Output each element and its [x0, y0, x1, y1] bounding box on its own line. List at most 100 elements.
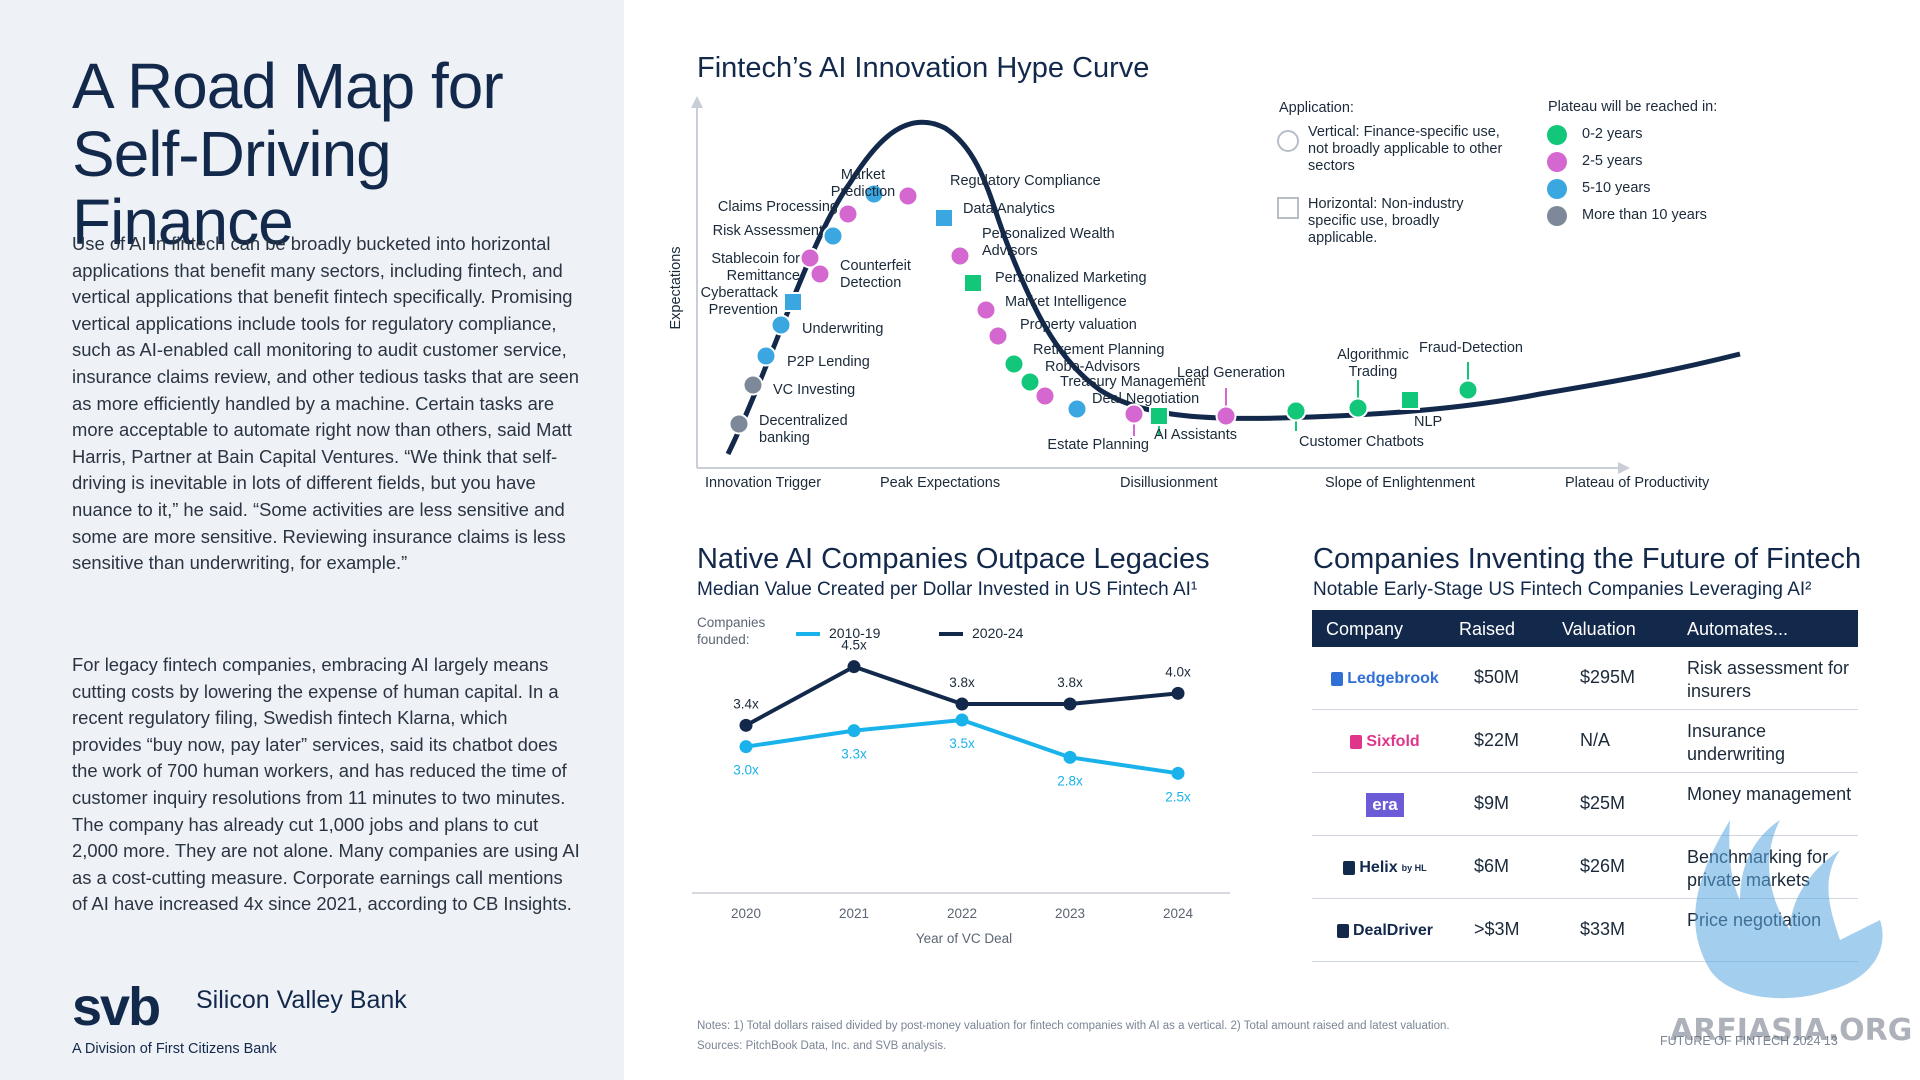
native-ai-line-chart: 2020 2021 2022 2023 2024 Year of VC Deal 3.0x 3… [692, 638, 1230, 946]
plateau-legend-label: 5-10 years [1582, 180, 1651, 196]
phase-label: Slope of Enlightenment [1325, 475, 1475, 491]
svb-tagline: A Division of First Citizens Bank [72, 1041, 277, 1057]
header-company: Company [1326, 619, 1404, 639]
native-data-label: 3.4x [733, 696, 759, 711]
valuation-cell: N/A [1580, 730, 1611, 750]
hype-point-vertical [1066, 398, 1088, 420]
svb-wordmark: svb [72, 977, 161, 1037]
hype-point-label: Counterfeit Detection [840, 258, 911, 291]
native-x-tick: 2022 [947, 906, 977, 921]
hype-point-vertical [1215, 405, 1237, 427]
hype-point-vertical [1019, 371, 1041, 393]
table-body: Ledgebrook $50M $295M Risk assessment for i… [1312, 647, 1858, 962]
company-logo-icon [1331, 672, 1344, 686]
company-logo-icon [1343, 861, 1356, 875]
hype-point-vertical [1347, 397, 1369, 419]
native-data-label: 2.5x [1165, 789, 1191, 804]
hype-point-label: Regulatory Compliance [950, 173, 1101, 189]
native-data-label: 3.5x [949, 736, 975, 751]
table-row: Sixfold $22M N/A Insurance underwriting [1312, 710, 1858, 773]
hype-point-label: Personalized Wealth Advisors [982, 226, 1115, 259]
hype-x-arrow [1618, 462, 1630, 474]
plateau-dot-icon [1547, 179, 1567, 199]
hype-point-label: Personalized Marketing [995, 270, 1147, 286]
company-brand: DealDriver [1326, 917, 1444, 945]
left-panel: A Road Map for Self-Driving Finance Use … [0, 0, 624, 1080]
phase-label: Peak Expectations [880, 475, 1000, 491]
hype-point-label: Estate Planning [1047, 437, 1149, 453]
phase-label: Plateau of Productivity [1565, 475, 1710, 491]
hype-point-label: Customer Chatbots [1299, 434, 1424, 450]
company-brand: Helix by HL [1326, 854, 1444, 882]
hype-point-vertical [1003, 353, 1025, 375]
hype-point-label: Deal Negotiation [1092, 391, 1199, 407]
hype-point-vertical [799, 247, 821, 269]
hype-point-label: AI Assistants [1154, 427, 1237, 443]
plateau-dot-icon [1547, 152, 1567, 172]
hype-point-vertical [987, 325, 1009, 347]
hype-point-label: VC Investing [773, 382, 855, 398]
sources-line: Sources: PitchBook Data, Inc. and SVB an… [697, 1040, 947, 1052]
hype-point-label: Market Intelligence [1005, 294, 1127, 310]
hype-y-arrow [691, 96, 703, 108]
horizontal-square-icon [1277, 197, 1299, 219]
hype-point-label: P2P Lending [787, 354, 870, 370]
hype-point-label: Lead Generation [1177, 365, 1285, 381]
hype-point-label: Algorithmic Trading [1337, 347, 1409, 380]
company-name: DealDriver [1352, 922, 1434, 939]
native-data-label: 3.8x [1057, 675, 1083, 690]
legend-plateau-title: Plateau will be reached in: [1548, 99, 1718, 115]
native-x-label: Year of VC Deal [916, 931, 1012, 946]
svb-name: Silicon Valley Bank [196, 986, 407, 1014]
native-point [847, 724, 861, 738]
footer-report: FUTURE OF FINTECH 2024 13 [1660, 1034, 1838, 1048]
raised-cell: >$3M [1474, 919, 1520, 939]
legend-horizontal: Horizontal: Non-industry specific use, b… [1308, 196, 1464, 246]
company-name: Sixfold [1366, 733, 1420, 750]
hype-point-vertical [1123, 403, 1145, 425]
company-brand: Sixfold [1326, 728, 1444, 756]
hype-point-label: Retirement Planning [1033, 342, 1164, 358]
native-point [955, 697, 969, 711]
hype-point-vertical [728, 413, 750, 435]
hype-point-horizontal [1149, 406, 1169, 426]
raised-cell: $9M [1474, 793, 1510, 813]
header-raised: Raised [1459, 619, 1516, 639]
notes-line: Notes: 1) Total dollars raised divided b… [697, 1020, 1450, 1032]
header-valuation: Valuation [1562, 619, 1636, 639]
plateau-legend-label: 2-5 years [1582, 153, 1643, 169]
native-data-label: 4.5x [841, 638, 867, 653]
native-point [1171, 686, 1185, 700]
hype-point-label: Decentralized banking [759, 413, 848, 446]
header-automates: Automates... [1687, 619, 1789, 639]
native-point [739, 718, 753, 732]
native-x-tick: 2021 [839, 906, 869, 921]
company-brand: era [1326, 791, 1444, 819]
valuation-cell: $25M [1580, 793, 1626, 813]
native-data-label: 2.8x [1057, 773, 1083, 788]
native-data-label: 3.8x [949, 675, 975, 690]
hype-point-vertical [809, 263, 831, 285]
automates-cell: Risk assessment for insurers [1687, 658, 1850, 701]
companies-subtitle: Notable Early-Stage US Fintech Companies… [1313, 579, 1812, 600]
valuation-cell: $33M [1580, 919, 1626, 939]
hype-point-label: Cyberattack Prevention [701, 285, 779, 318]
hype-point-label: Property valuation [1020, 317, 1137, 333]
plateau-dot-icon [1547, 125, 1567, 145]
hype-point-label: Claims Processing [718, 199, 838, 215]
hype-point-horizontal [1400, 390, 1420, 410]
hype-point-vertical [897, 185, 919, 207]
native-x-tick: 2024 [1163, 906, 1194, 921]
hype-point-horizontal [934, 208, 954, 228]
hype-title: Fintech’s AI Innovation Hype Curve [697, 52, 1150, 84]
hype-point-vertical [949, 245, 971, 267]
company-logo-icon [1350, 735, 1363, 749]
hype-curve-chart: Expectations Innovation Trigger Peak Expec… [668, 96, 1741, 491]
hype-point-label: Fraud-Detection [1419, 340, 1523, 356]
legend-application-title: Application: [1279, 100, 1354, 116]
hype-point-horizontal [783, 292, 803, 312]
page-title: A Road Map for Self-Driving Finance [72, 50, 504, 258]
company-name: Helix [1359, 859, 1398, 876]
series-2010-swatch [796, 632, 820, 636]
hype-point-vertical [742, 374, 764, 396]
